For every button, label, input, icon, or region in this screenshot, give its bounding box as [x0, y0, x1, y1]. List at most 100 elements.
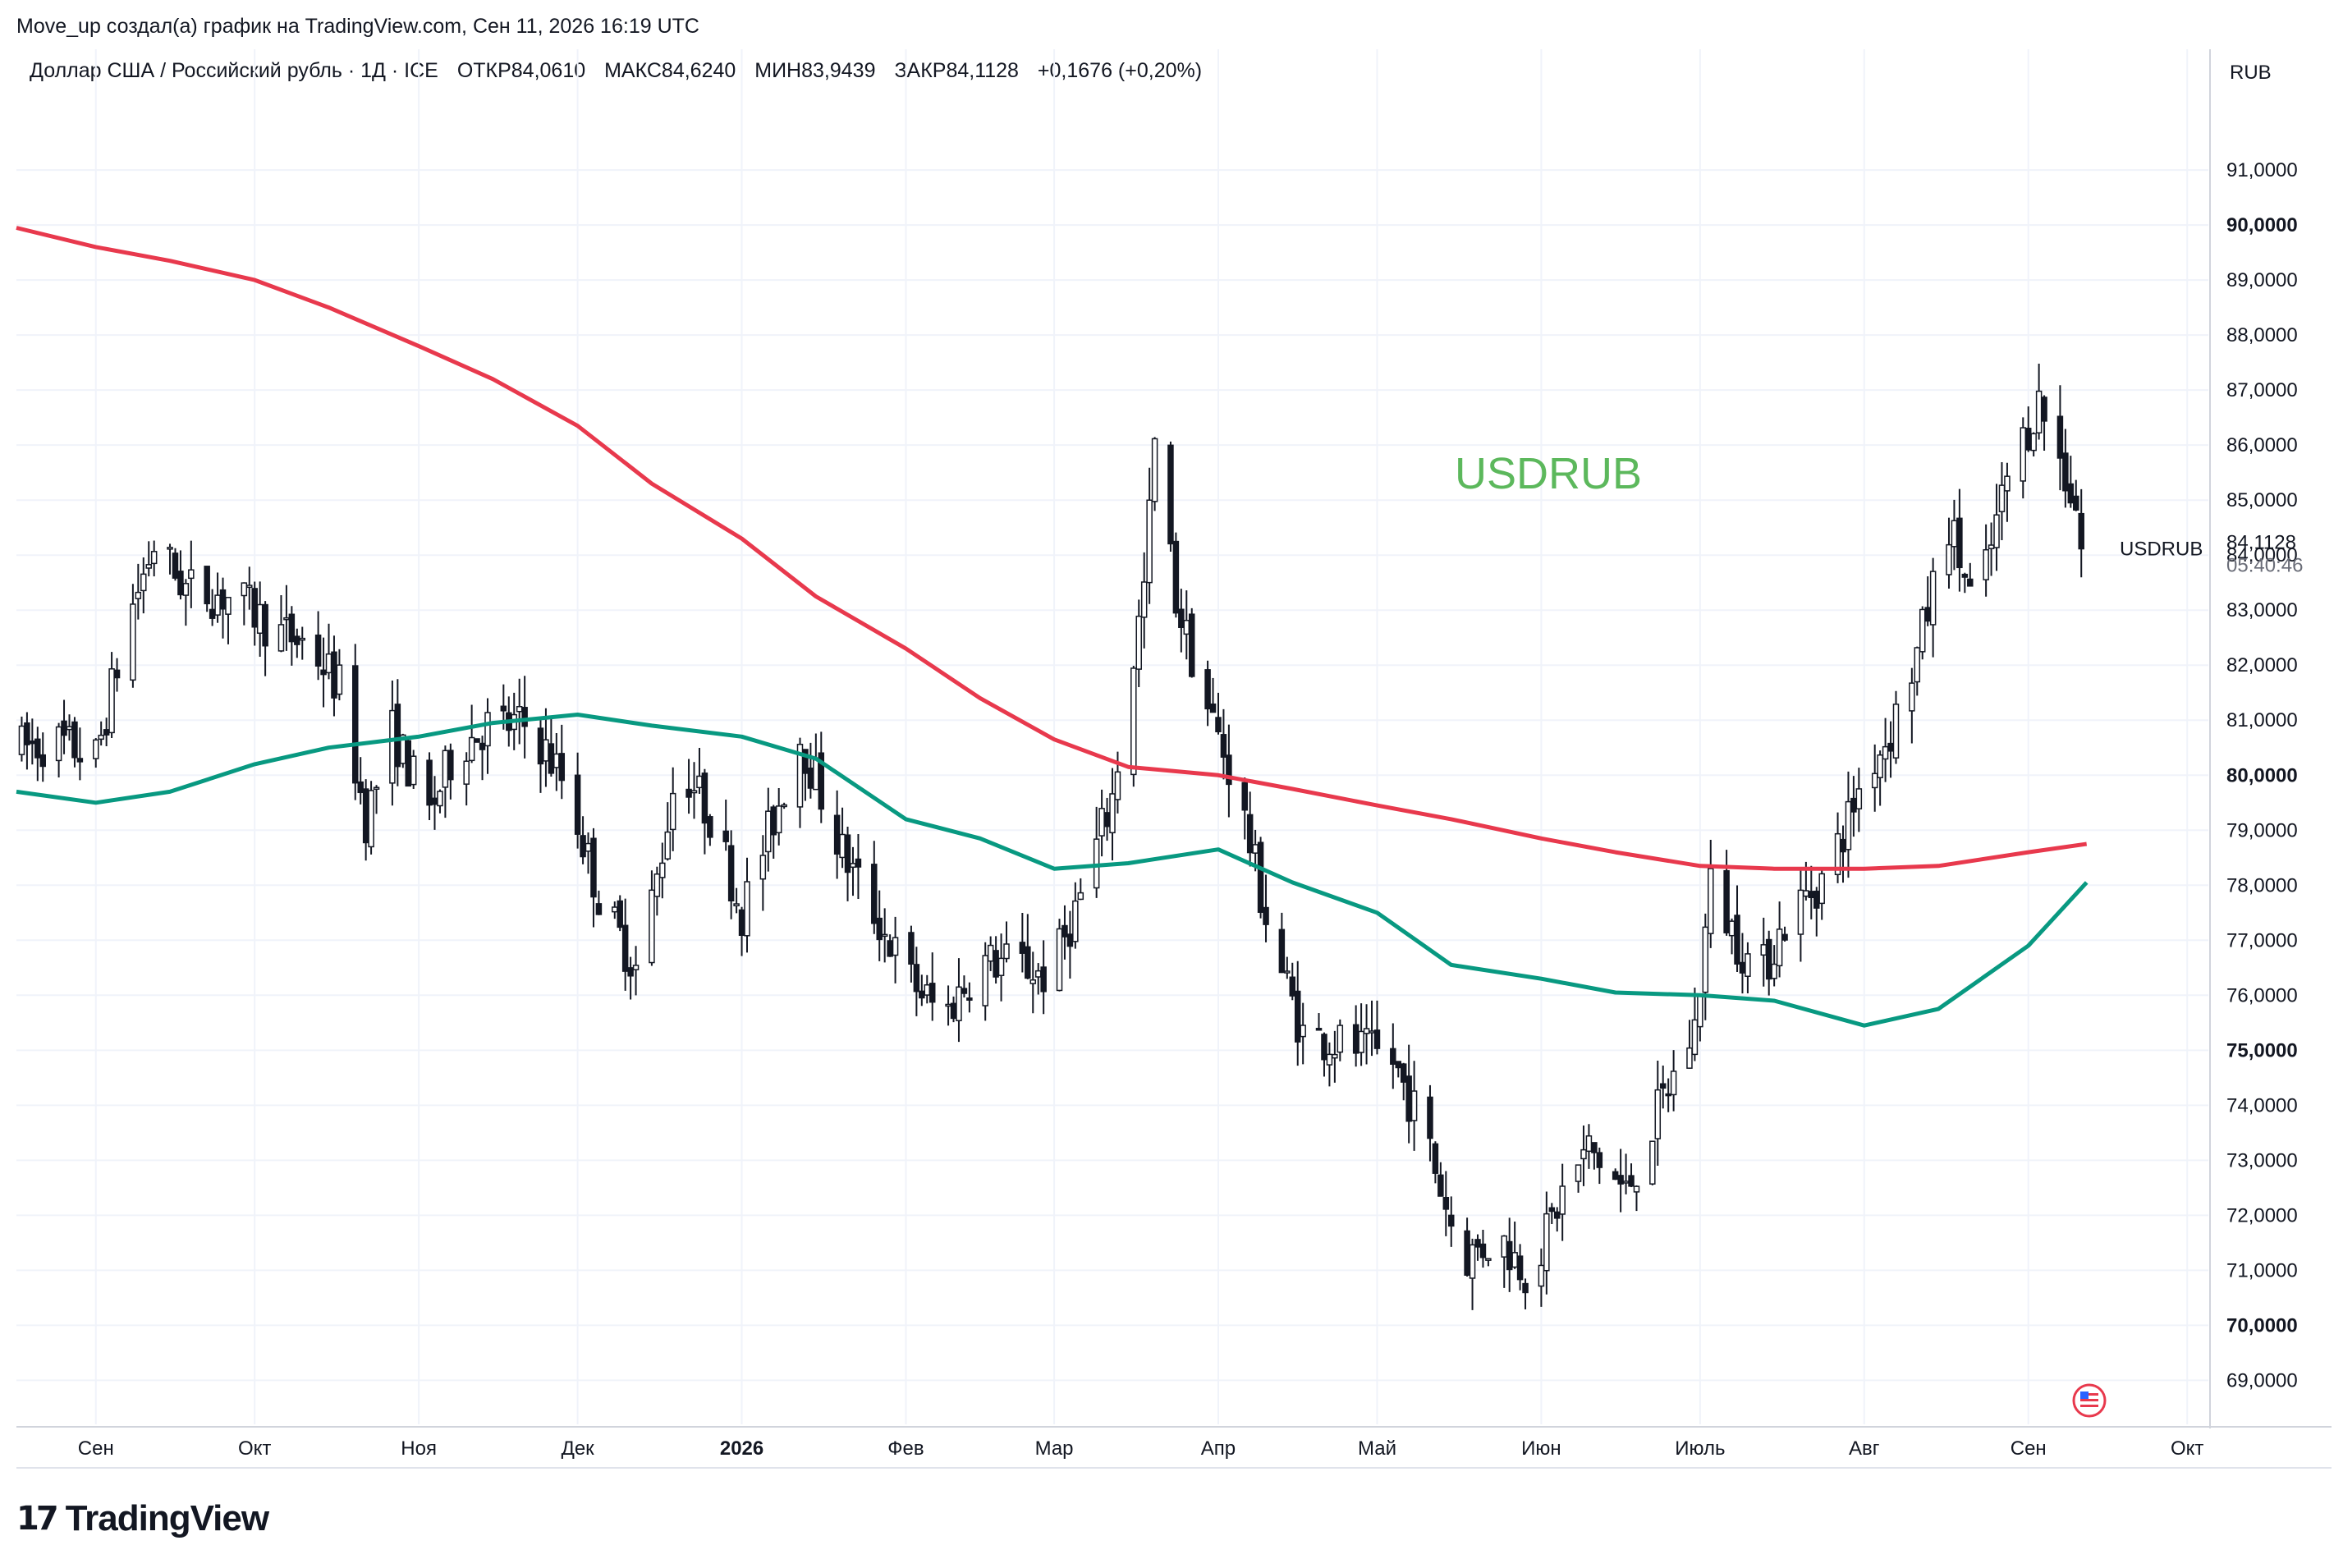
- price-tick-label: 89,0000: [2226, 269, 2298, 291]
- candle-body: [993, 950, 999, 978]
- candle-body: [1929, 571, 1937, 626]
- us-flag-icon[interactable]: [2072, 1383, 2107, 1418]
- candle-body: [1686, 1047, 1693, 1069]
- candle-body: [262, 603, 268, 647]
- candle-body: [55, 726, 62, 762]
- currency-label[interactable]: RUB: [2230, 62, 2272, 84]
- candle-body: [1252, 844, 1259, 854]
- candle-body: [844, 834, 851, 873]
- candle-body: [2073, 495, 2079, 511]
- candle-body: [1167, 444, 1174, 545]
- candlestick-series: [18, 364, 2084, 1310]
- candle-body: [1771, 963, 1777, 979]
- candle-body: [1178, 608, 1185, 628]
- ohlc-low: МИН83,9439: [754, 59, 876, 82]
- candle-body: [1188, 613, 1195, 677]
- candle-body: [1300, 1025, 1306, 1038]
- candle-body: [182, 583, 190, 596]
- candle-body: [1665, 1093, 1671, 1097]
- candle-body: [802, 749, 809, 774]
- candle-body: [945, 1003, 951, 1007]
- candle-body: [1983, 548, 1989, 580]
- candle-body: [1263, 906, 1269, 925]
- candle-body: [1855, 788, 1863, 809]
- candle-body: [1427, 1096, 1433, 1139]
- chart-grid: [16, 49, 2208, 1424]
- candle-body: [950, 1002, 957, 1020]
- candle-body: [580, 835, 586, 858]
- candle-body: [1708, 868, 1714, 934]
- candle-body: [1321, 1034, 1327, 1061]
- time-tick-label: Окт: [238, 1437, 271, 1460]
- candle-body: [2041, 397, 2047, 422]
- time-axis[interactable]: Сен Окт Ноя Дек 2026 Фев Мар Апр Май Июн Июль Авг Се…: [78, 1437, 2204, 1460]
- candle-body: [1358, 1030, 1364, 1053]
- time-tick-label: Фев: [887, 1437, 924, 1460]
- price-tick-label: 75,0000: [2226, 1039, 2298, 1061]
- candle-body: [71, 721, 78, 759]
- candle-body: [1204, 669, 1211, 710]
- candle-body: [543, 739, 549, 762]
- candle-body: [1818, 873, 1825, 905]
- candle-body: [1956, 517, 1963, 569]
- candle-body: [389, 709, 396, 784]
- ohlc-close: ЗАКР84,1128: [894, 59, 1019, 82]
- time-tick-label: Мар: [1035, 1437, 1074, 1460]
- candle-body: [1734, 915, 1740, 965]
- candle-body: [76, 758, 84, 763]
- candle-body: [410, 755, 417, 786]
- candle-body: [1781, 933, 1788, 941]
- candle-body: [1289, 976, 1296, 997]
- currency-box[interactable]: [2217, 54, 2274, 89]
- candle-body: [855, 858, 862, 868]
- candle-body: [352, 665, 359, 784]
- candle-body: [1691, 1019, 1699, 1056]
- candle-body: [1575, 1164, 1582, 1182]
- candle-body: [34, 738, 41, 759]
- candle-body: [617, 900, 623, 928]
- candle-body: [145, 564, 152, 569]
- candle-body: [1151, 438, 1158, 502]
- time-tick-label: Май: [1358, 1437, 1396, 1460]
- candle-body: [1723, 869, 1730, 933]
- candle-body: [1442, 1197, 1450, 1210]
- instrument-title[interactable]: Доллар США / Российский рубль · 1Д · ICE: [30, 59, 438, 82]
- price-tick-label: 77,0000: [2226, 929, 2298, 951]
- candle-body: [1034, 970, 1042, 978]
- candle-body: [1845, 800, 1852, 850]
- candle-body: [2024, 428, 2032, 451]
- candle-body: [1220, 734, 1227, 758]
- candle-body: [1993, 514, 2000, 548]
- candle-body: [669, 792, 676, 831]
- candle-body: [331, 651, 337, 699]
- candle-body: [1511, 1252, 1518, 1268]
- candle-body: [839, 833, 846, 859]
- candle-body: [759, 855, 767, 880]
- candle-body: [966, 997, 973, 1001]
- candle-body: [997, 957, 1005, 976]
- price-axis[interactable]: 91,0000 90,0000 89,0000 88,0000 87,0000 86,00…: [2226, 159, 2298, 1391]
- candle-body: [484, 712, 491, 747]
- candle-body: [1998, 484, 2006, 512]
- candle-body: [1591, 1142, 1598, 1153]
- tradingview-logo[interactable]: 17 TradingView: [16, 1496, 269, 1542]
- candle-body: [685, 788, 692, 798]
- candle-body: [1538, 1264, 1545, 1287]
- candle-body: [1697, 993, 1703, 1028]
- candle-body: [357, 781, 364, 794]
- candle-body: [1850, 797, 1857, 813]
- ohlc-change: +0,1676 (+0,20%): [1037, 59, 1203, 82]
- candle-body: [1098, 808, 1105, 837]
- candle-body: [2035, 390, 2043, 433]
- candle-body: [1241, 782, 1248, 811]
- candle-body: [214, 594, 221, 616]
- price-tick-label: 81,0000: [2226, 709, 2298, 731]
- candle-body: [653, 873, 661, 897]
- candle-body: [1797, 889, 1804, 935]
- candle-body: [66, 726, 73, 731]
- candle-body: [1745, 953, 1751, 977]
- candle-body: [913, 964, 920, 993]
- candle-body: [1474, 1239, 1481, 1248]
- price-tick-label: 76,0000: [2226, 984, 2298, 1006]
